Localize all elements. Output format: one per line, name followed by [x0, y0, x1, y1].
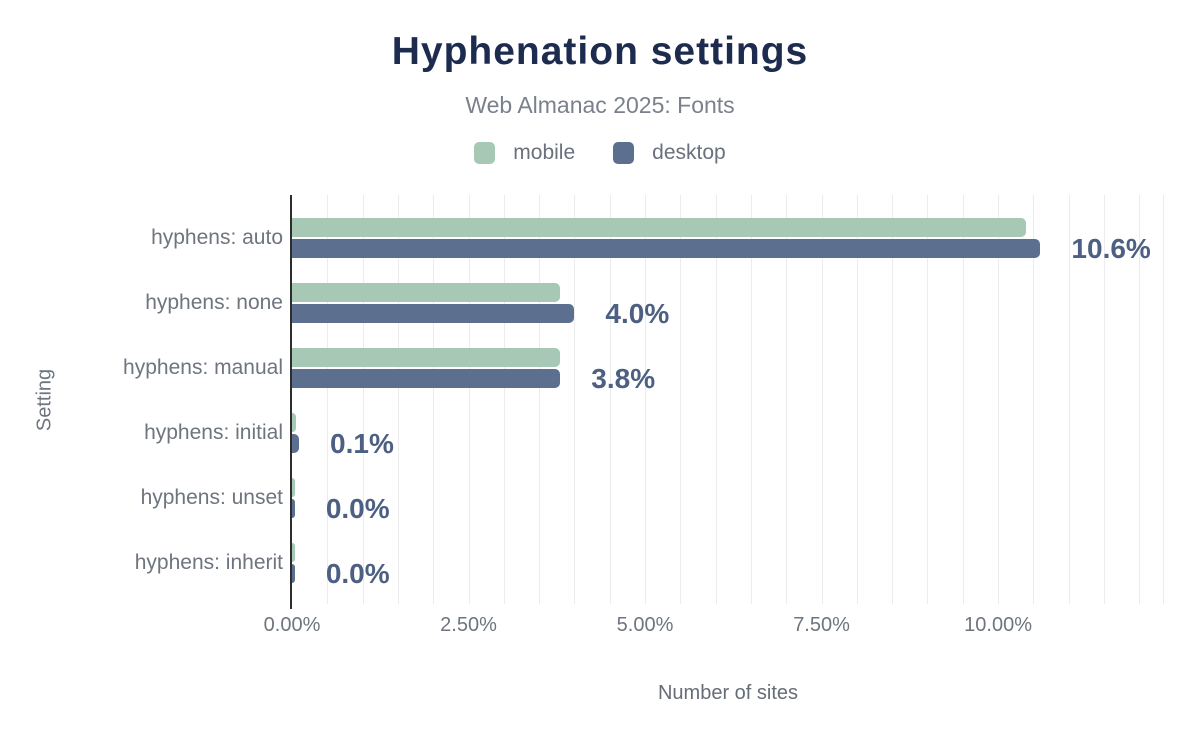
x-axis-title: Number of sites [657, 682, 799, 704]
bar-desktop-hyphens-auto[interactable] [292, 239, 1041, 258]
gridline [433, 195, 435, 604]
bar-desktop-hyphens-unset[interactable] [292, 499, 295, 518]
gridline [786, 195, 788, 604]
value-label-hyphens-auto: 10.6% [1071, 233, 1151, 264]
value-label-hyphens-manual: 3.8% [591, 363, 656, 394]
bar-mobile-hyphens-unset[interactable] [292, 478, 295, 497]
x-tick-10-00: 10.00% [964, 614, 1032, 636]
bar-mobile-hyphens-none[interactable] [292, 283, 561, 302]
gridline [856, 195, 858, 604]
category-label-hyphens-none: hyphens: none [145, 291, 283, 314]
category-label-hyphens-manual: hyphens: manual [123, 356, 283, 379]
x-tick-7-50: 7.50% [793, 614, 850, 636]
gridline [503, 195, 505, 604]
gridline [962, 195, 964, 604]
gridline [362, 195, 364, 604]
gridline [645, 195, 647, 604]
category-label-hyphens-initial: hyphens: initial [144, 421, 283, 444]
gridline [1163, 195, 1164, 604]
gridline [998, 195, 1000, 604]
x-tick-2-50: 2.50% [440, 614, 497, 636]
legend: mobile desktop [0, 141, 1200, 165]
bar-mobile-hyphens-manual[interactable] [292, 348, 561, 367]
bar-desktop-hyphens-none[interactable] [292, 304, 575, 323]
value-label-hyphens-unset: 0.0% [325, 493, 390, 524]
legend-item-mobile[interactable]: mobile [474, 141, 575, 165]
gridline [539, 195, 541, 604]
x-tick-0-00: 0.00% [263, 614, 321, 636]
x-tick-5-00: 5.00% [616, 614, 674, 636]
category-label-hyphens-auto: hyphens: auto [151, 226, 283, 249]
gridline [715, 195, 717, 604]
value-label-hyphens-none: 4.0% [605, 298, 670, 329]
bar-mobile-hyphens-inherit[interactable] [292, 543, 295, 562]
category-label-hyphens-unset: hyphens: unset [140, 486, 283, 509]
bar-mobile-hyphens-initial[interactable] [292, 413, 297, 432]
legend-item-desktop[interactable]: desktop [613, 141, 726, 165]
y-axis-title: Setting [33, 368, 56, 432]
gridline [1068, 195, 1070, 604]
gridline [927, 195, 929, 604]
legend-label-mobile: mobile [513, 141, 576, 164]
gridline [397, 195, 399, 604]
legend-label-desktop: desktop [652, 141, 726, 164]
bar-desktop-hyphens-manual[interactable] [292, 369, 561, 388]
gridline [1139, 195, 1141, 604]
gridline [609, 195, 611, 604]
legend-swatch-desktop [613, 142, 635, 164]
value-label-hyphens-inherit: 0.0% [325, 558, 390, 589]
gridline [750, 195, 752, 604]
category-label-hyphens-inherit: hyphens: inherit [134, 551, 283, 574]
gridline [327, 195, 329, 604]
gridline [680, 195, 682, 604]
bar-desktop-hyphens-inherit[interactable] [292, 564, 295, 583]
chart-subtitle: Web Almanac 2025: Fonts [465, 92, 735, 118]
gridline [1033, 195, 1035, 604]
gridline [468, 195, 470, 604]
gridline [1103, 195, 1105, 604]
bar-mobile-hyphens-auto[interactable] [292, 218, 1027, 237]
plot-area [290, 195, 1164, 609]
gridline [892, 195, 894, 604]
bar-desktop-hyphens-initial[interactable] [292, 434, 300, 453]
y-axis-line [290, 195, 292, 609]
gridline [821, 195, 823, 604]
legend-swatch-mobile [474, 142, 496, 164]
gridline [574, 195, 576, 604]
value-label-hyphens-initial: 0.1% [330, 428, 394, 459]
chart-title: Hyphenation settings [391, 30, 809, 73]
